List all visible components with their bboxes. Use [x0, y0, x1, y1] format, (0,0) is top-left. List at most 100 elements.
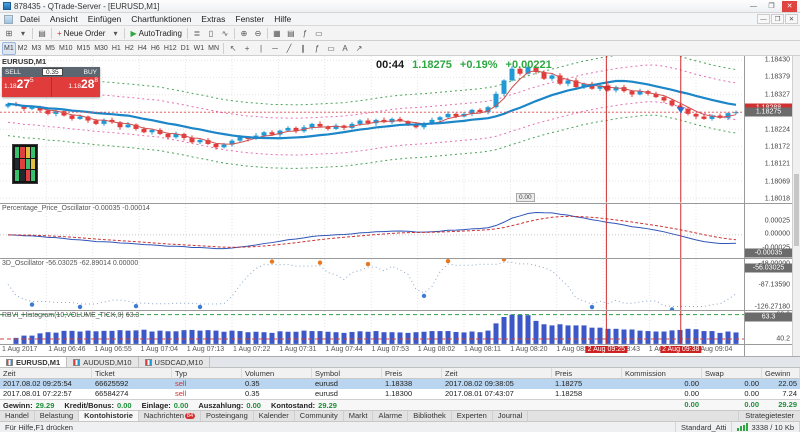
history-column-header[interactable]: Typ: [172, 368, 242, 379]
crosshair-icon[interactable]: +: [244, 43, 250, 53]
cascade-windows-icon[interactable]: ▤: [287, 28, 295, 38]
minimize-button[interactable]: —: [750, 2, 757, 10]
autotrading-button[interactable]: ▶ AutoTrading: [127, 27, 184, 40]
price-scale[interactable]: 1.18430 1.18379 1.18327 1.18275 1.18224 1.181…: [744, 56, 792, 203]
timeframe-mn[interactable]: MN: [208, 44, 220, 52]
history-column-header[interactable]: Symbol: [312, 368, 382, 379]
strategy-tester-link[interactable]: Strategietester: [738, 411, 800, 421]
indicators-icon[interactable]: ƒ: [302, 28, 308, 38]
timeframe-m5[interactable]: M5: [45, 44, 55, 52]
menu-fenster[interactable]: Fenster: [235, 13, 265, 24]
toolbox-tab-handel[interactable]: Handel: [0, 411, 35, 421]
cursor-icon[interactable]: ↖: [229, 43, 237, 53]
toolbox-tab-journal[interactable]: Journal: [493, 411, 529, 421]
toolbox-tab-community[interactable]: Community: [295, 411, 344, 421]
toolbox-tab-experten[interactable]: Experten: [452, 411, 493, 421]
menu-extras[interactable]: Extras: [201, 13, 226, 24]
rbvi-plot[interactable]: RBVI_Histogram(10,VOLUME_TICK,0) 63.3: [0, 311, 744, 345]
toolbox-tab-kalender[interactable]: Kalender: [254, 411, 295, 421]
child-minimize-button[interactable]: —: [757, 14, 770, 24]
toolbox-tab-bibliothek[interactable]: Bibliothek: [408, 411, 452, 421]
history-column-header[interactable]: Zeit: [0, 368, 92, 379]
main-chart-plot[interactable]: EURUSD,M1 00:44 1.18275 +0.19% +0.00221 …: [0, 56, 744, 203]
timeframe-w1[interactable]: W1: [193, 44, 205, 52]
tile-windows-icon[interactable]: ▦: [273, 28, 281, 38]
timeframe-m15[interactable]: M15: [76, 44, 91, 52]
timeframe-m1[interactable]: M1: [2, 41, 16, 55]
timeframe-h1[interactable]: H1: [111, 44, 121, 52]
menu-datei[interactable]: Datei: [20, 13, 40, 24]
bar-chart-icon[interactable]: ≣: [193, 28, 201, 38]
toolbox-tab-markt[interactable]: Markt: [344, 411, 374, 421]
timeframe-m2[interactable]: M2: [17, 44, 28, 52]
status-connection[interactable]: 3338 / 10 Kb: [732, 422, 800, 432]
timeframe-h12[interactable]: H12: [163, 44, 177, 52]
oscillator-plot[interactable]: 3D_Oscillator -56.03025 -62.89014 0.0000…: [0, 259, 744, 311]
history-column-header[interactable]: Volumen: [242, 368, 312, 379]
ppo-plot[interactable]: Percentage_Price_Oscillator -0.00035 -0.…: [0, 203, 744, 259]
profiles-icon[interactable]: ▤: [38, 28, 46, 38]
oscillator-scale[interactable]: -48.00000-87.13590-126.27180-56.03025: [744, 259, 792, 311]
line-chart-icon[interactable]: ∿: [221, 28, 229, 38]
status-profile[interactable]: Standard_Atti: [676, 422, 733, 432]
restore-button[interactable]: ❐: [768, 3, 775, 10]
table-row[interactable]: 2017.08.01 07:22:57 66584274 sell 0.35 eurus…: [0, 389, 800, 399]
timeframe-h2[interactable]: H2: [124, 44, 134, 52]
neue-order-button[interactable]: + Neue Order: [54, 27, 108, 40]
candlestick-chart[interactable]: [0, 56, 744, 203]
history-column-header[interactable]: Preis: [382, 368, 442, 379]
candle-chart-icon[interactable]: ▯: [208, 28, 214, 38]
horizontal-line-icon[interactable]: ─: [272, 43, 278, 53]
child-restore-button[interactable]: ❐: [771, 14, 784, 24]
arrow-object-icon[interactable]: ↗: [355, 43, 363, 53]
new-chart-icon[interactable]: ⊞: [5, 28, 13, 38]
text-label-icon[interactable]: A: [342, 43, 348, 53]
vertical-line-icon[interactable]: |: [260, 43, 263, 53]
timeframe-d1[interactable]: D1: [180, 44, 190, 52]
history-column-header[interactable]: Preis: [552, 368, 622, 379]
scrollbar-thumb[interactable]: [794, 174, 799, 246]
chart-tab-usdcadm10[interactable]: USDCAD,M10: [138, 357, 210, 367]
shapes-icon[interactable]: ▭: [327, 43, 335, 53]
timeframe-h4[interactable]: H4: [137, 44, 147, 52]
chart-tab-eurusdm1[interactable]: EURUSD,M1: [0, 357, 68, 367]
timeframe-h6[interactable]: H6: [150, 44, 160, 52]
oscillator-chart[interactable]: [0, 259, 744, 311]
time-axis[interactable]: 1 Aug 2017 1 Aug 06:46 1 Aug 06:55 1 Aug 07…: [0, 345, 744, 356]
history-column-header[interactable]: Kommission: [622, 368, 702, 379]
zoom-out-icon[interactable]: ⊖: [254, 28, 262, 38]
buy-button[interactable]: 1.18288: [50, 77, 100, 97]
trendline-icon[interactable]: ╱: [286, 43, 292, 53]
expert-advisor-widget[interactable]: [12, 144, 38, 184]
close-button[interactable]: ✕: [782, 0, 797, 12]
chart-tab-audusdm10[interactable]: AUDUSD,M10: [67, 357, 139, 367]
child-close-button[interactable]: ✕: [785, 14, 798, 24]
volume-input[interactable]: 0.35: [41, 68, 63, 76]
zoom-in-icon[interactable]: ⊕: [240, 28, 248, 38]
history-column-header[interactable]: Ticket: [92, 368, 172, 379]
channel-icon[interactable]: ∥: [301, 43, 306, 53]
chart-scrollbar[interactable]: [792, 56, 800, 356]
ppo-chart[interactable]: [0, 203, 744, 259]
menu-chartfunktionen[interactable]: Chartfunktionen: [131, 13, 192, 24]
rbvi-scale[interactable]: 66.240.263.3: [744, 311, 792, 345]
timeframe-m30[interactable]: M30: [94, 44, 108, 52]
toolbox-tab-kontohistorie[interactable]: Kontohistorie: [79, 411, 139, 421]
timeframe-m3[interactable]: M3: [31, 44, 42, 52]
timeframe-m10[interactable]: M10: [58, 44, 73, 52]
history-column-header[interactable]: Zeit: [442, 368, 552, 379]
sell-button[interactable]: 1.18275: [2, 77, 51, 97]
fibonacci-icon[interactable]: ƒ: [314, 43, 320, 53]
menu-einfgen[interactable]: Einfügen: [87, 13, 122, 24]
toolbox-tab-nachrichten[interactable]: Nachrichten 84: [139, 411, 202, 421]
toolbox-tab-alarme[interactable]: Alarme: [373, 411, 409, 421]
history-column-header[interactable]: Gewinn: [762, 368, 800, 379]
rbvi-histogram-chart[interactable]: [0, 311, 744, 345]
toolbox-tab-belastung[interactable]: Belastung: [35, 411, 80, 421]
neue-order-dropdown-icon[interactable]: ▾: [113, 28, 118, 38]
objects-list-icon[interactable]: ▭: [315, 28, 323, 38]
toolbox-tab-posteingang[interactable]: Posteingang: [201, 411, 254, 421]
menu-ansicht[interactable]: Ansicht: [49, 13, 78, 24]
menu-hilfe[interactable]: Hilfe: [274, 13, 292, 24]
ppo-scale[interactable]: 0.00025 0.00000 -0.00025-0.00035: [744, 203, 792, 259]
